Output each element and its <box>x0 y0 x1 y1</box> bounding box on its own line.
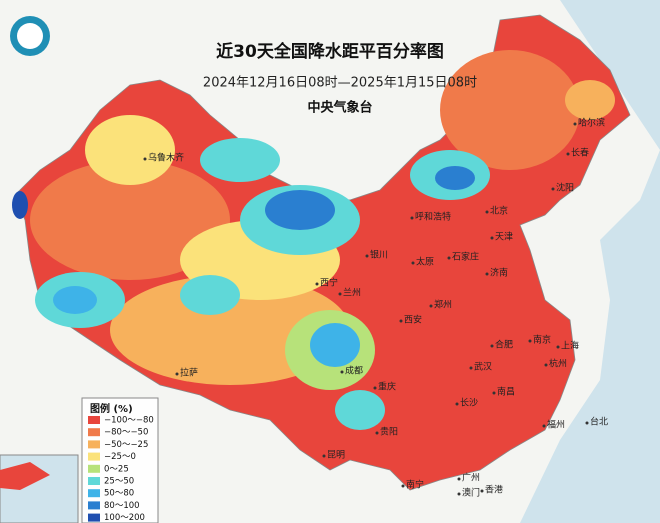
city-dot <box>492 391 496 395</box>
city-dot <box>457 492 461 496</box>
city-dot <box>490 344 494 348</box>
city-label: 太原 <box>416 256 434 268</box>
city-label: 济南 <box>490 267 508 279</box>
city-label: 合肥 <box>495 339 513 351</box>
city-label: 昆明 <box>327 450 345 461</box>
city-dot <box>143 157 147 161</box>
legend-label: 80～100 <box>104 501 140 511</box>
legend-swatch <box>88 452 100 461</box>
legend-items: −100～−80 −80～−50 −50～−25 −25～0 0～25 25～50 50～8… <box>88 416 154 523</box>
city-dot <box>469 366 473 370</box>
legend-swatch <box>88 513 100 522</box>
city-label: 西宁 <box>320 277 338 289</box>
legend-swatch <box>88 464 100 473</box>
city-label: 西安 <box>404 314 422 326</box>
legend-swatch <box>88 501 100 510</box>
city-label: 澳门 <box>462 487 480 499</box>
city-label: 呼和浩特 <box>415 211 451 223</box>
city-dot <box>556 345 560 349</box>
city-label: 哈尔滨 <box>578 117 605 129</box>
city-label: 郑州 <box>434 299 452 311</box>
agency: 中央气象台 <box>307 100 372 116</box>
city-label: 长沙 <box>460 397 478 409</box>
city-label: 武汉 <box>474 361 492 373</box>
legend-label: −100～−80 <box>104 416 154 426</box>
city-label: 台北 <box>590 416 608 428</box>
legend-label: 50～80 <box>104 489 134 499</box>
legend-title: 图例 (%) <box>90 402 133 415</box>
city-dot <box>373 386 377 390</box>
city-dot <box>322 454 326 458</box>
sea <box>520 0 660 523</box>
city-dot <box>566 152 570 156</box>
legend-label: 0～25 <box>104 464 129 474</box>
city-label: 兰州 <box>343 287 361 299</box>
city-dot <box>457 477 461 481</box>
city-dot <box>447 256 451 260</box>
legend-swatch <box>88 416 100 424</box>
city-dot <box>585 421 589 425</box>
city-dot <box>315 282 319 286</box>
city-dot <box>340 370 344 374</box>
city-dot <box>375 431 379 435</box>
legend-label: 100～200 <box>104 513 145 523</box>
city-dot <box>485 272 489 276</box>
city-label: 贵阳 <box>380 426 398 438</box>
city-label: 石家庄 <box>452 251 479 263</box>
city-label: 天津 <box>495 232 513 243</box>
city-label: 上海 <box>561 340 579 352</box>
city-dot <box>485 210 489 214</box>
city-label: 香港 <box>485 484 503 496</box>
city-dot <box>544 363 548 367</box>
city-dot <box>401 484 405 488</box>
city-dot <box>490 236 494 240</box>
city-label: 沈阳 <box>556 182 574 194</box>
legend-swatch <box>88 477 100 485</box>
city-label: 重庆 <box>378 381 396 393</box>
city-dot <box>365 254 369 258</box>
city-dot <box>480 489 484 493</box>
legend-label: −25～0 <box>104 452 136 462</box>
logo-inner <box>17 23 43 49</box>
city-label: 福州 <box>547 419 565 431</box>
city-label: 乌鲁木齐 <box>148 152 184 164</box>
city-dot <box>551 187 555 191</box>
city-label: 广州 <box>462 472 480 484</box>
city-label: 杭州 <box>549 358 567 370</box>
city-label: 拉萨 <box>180 367 198 379</box>
title: 近30天全国降水距平百分率图 <box>216 41 444 62</box>
city-label: 南昌 <box>497 386 515 398</box>
city-label: 成都 <box>345 365 363 377</box>
city-dot <box>175 372 179 376</box>
city-label: 长春 <box>571 147 589 159</box>
city-label: 南京 <box>533 334 551 346</box>
precip-patches <box>12 50 615 430</box>
legend-swatch <box>88 489 100 498</box>
legend-swatch <box>88 428 100 437</box>
legend-label: 25～50 <box>104 477 134 487</box>
city-dot <box>411 261 415 265</box>
legend-label: −80～−50 <box>104 428 148 438</box>
city-dot <box>542 424 546 428</box>
city-dot <box>399 319 403 323</box>
city-label: 北京 <box>490 205 508 217</box>
city-dot <box>573 122 577 126</box>
city-label: 银川 <box>370 249 388 261</box>
subtitle: 2024年12月16日08时—2025年1月15日08时 <box>203 76 477 91</box>
city-dot <box>455 402 459 406</box>
city-label: 南宁 <box>406 479 424 491</box>
city-dot <box>338 292 342 296</box>
legend-label: −50～−25 <box>104 440 148 450</box>
city-dot <box>429 304 433 308</box>
city-dot <box>410 216 414 220</box>
inset-land <box>0 462 50 490</box>
city-dot <box>528 339 532 343</box>
legend-swatch <box>88 440 100 449</box>
